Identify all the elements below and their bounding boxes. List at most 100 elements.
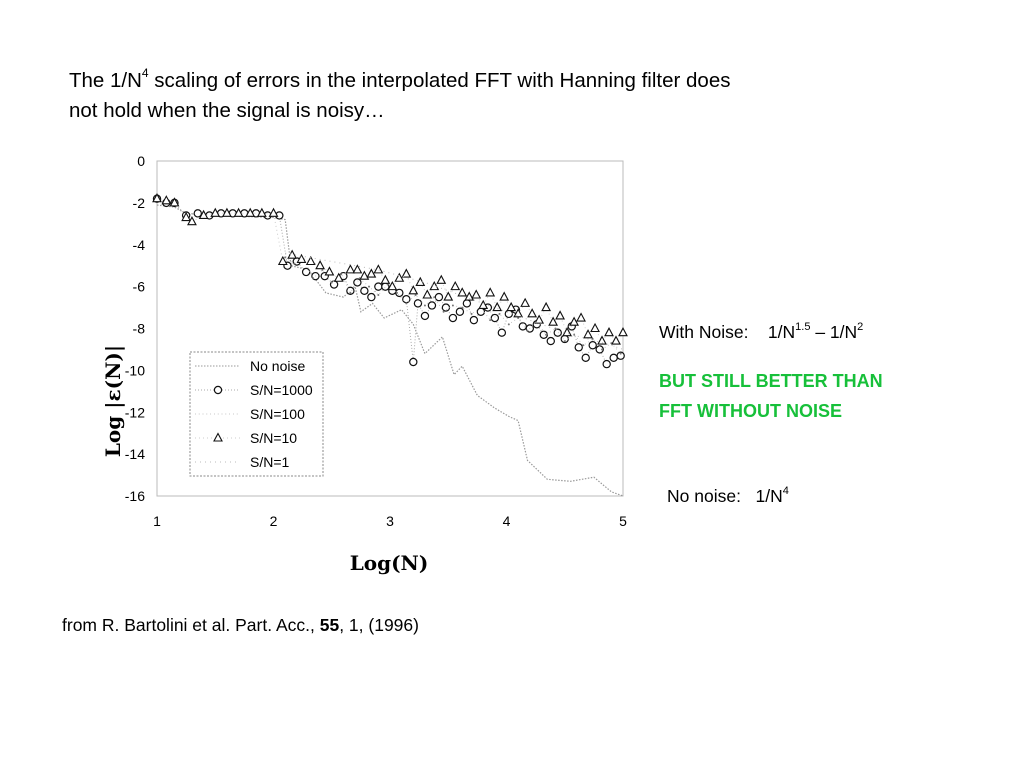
marker-triangle — [387, 280, 398, 291]
y-tick-label: -16 — [125, 488, 145, 504]
marker-dot — [489, 319, 492, 322]
series-line — [285, 252, 624, 350]
marker-triangle — [380, 274, 391, 284]
marker-triangle — [256, 207, 267, 217]
y-tick-label: -10 — [125, 362, 145, 378]
citation: from R. Bartolini et al. Part. Acc., 55,… — [62, 615, 419, 636]
legend-label: S/N=100 — [250, 406, 305, 422]
marker-circle — [602, 359, 611, 369]
marker-triangle — [443, 291, 454, 301]
marker-circle — [427, 301, 437, 310]
marker-triangle — [305, 255, 316, 266]
title-part1: The 1/N — [69, 69, 142, 92]
marker-triangle — [161, 195, 172, 205]
marker-dot — [433, 296, 436, 299]
marker-circle — [497, 328, 507, 337]
x-tick-label: 5 — [619, 513, 627, 529]
marker-triangle — [408, 285, 419, 295]
marker-dot — [293, 262, 296, 265]
x-tick-label: 1 — [153, 513, 161, 529]
error-scaling-plot: 0 -2 -4 -6 -8 -10 -12 -14 -16 1 2 3 4 5 Log |ε(N)| L… — [92, 146, 637, 582]
marker-triangle — [429, 280, 440, 291]
marker-triangle — [597, 335, 607, 345]
marker-triangle — [169, 197, 180, 207]
marker-triangle — [333, 272, 344, 282]
marker-triangle — [457, 287, 468, 297]
legend-label: S/N=1000 — [250, 382, 313, 398]
legend-label: S/N=1 — [250, 454, 290, 470]
with-noise-dash: – — [810, 322, 830, 342]
marker-triangle — [492, 301, 503, 312]
marker-triangle — [245, 207, 256, 217]
marker-dot — [442, 310, 445, 313]
marker-circle — [360, 286, 369, 296]
marker-triangle — [520, 297, 531, 307]
marker-dot — [349, 291, 352, 294]
marker-circle — [413, 299, 423, 308]
marker-dot — [321, 268, 324, 271]
marker-circle — [504, 309, 514, 319]
marker-triangle — [296, 253, 307, 263]
marker-triangle — [506, 301, 517, 312]
citation-volume: 55 — [319, 615, 340, 635]
marker-dot — [386, 283, 389, 286]
marker-circle — [441, 303, 451, 312]
marker-dot — [414, 294, 417, 296]
marker-circle — [193, 209, 202, 218]
marker-dot — [470, 312, 473, 315]
series-s-n-100 — [284, 256, 622, 355]
marker-circle — [462, 299, 472, 308]
marker-triangle — [513, 308, 524, 318]
marker-circle — [213, 385, 223, 395]
marker-triangle — [221, 207, 232, 217]
no-noise-sup: 4 — [782, 485, 789, 498]
title-superscript: 4 — [141, 66, 149, 81]
marker-triangle — [555, 310, 566, 320]
marker-dot — [451, 304, 454, 307]
marker-circle — [490, 313, 500, 323]
marker-triangle — [604, 327, 614, 337]
marker-triangle — [366, 268, 377, 278]
marker-dot — [312, 277, 315, 280]
marker-circle — [395, 288, 404, 298]
marker-triangle — [569, 316, 579, 326]
marker-circle — [546, 336, 555, 346]
series-layer — [152, 193, 628, 497]
marker-dot — [377, 294, 380, 296]
marker-dot — [526, 329, 529, 332]
marker-triangle — [233, 207, 244, 217]
legend-entry: S/N=1 — [195, 454, 290, 470]
marker-triangle — [401, 268, 412, 278]
y-tick-label: -8 — [133, 321, 146, 337]
marker-dot — [284, 256, 287, 259]
title-part2: scaling of errors in the interpolated FF… — [148, 69, 731, 92]
marker-dot — [330, 281, 333, 284]
y-axis-label: Log |ε(N)| — [101, 345, 125, 457]
marker-circle — [595, 345, 604, 354]
legend-entry: S/N=10 — [195, 430, 297, 446]
with-noise-label: With Noise: — [659, 322, 749, 342]
x-tick-label: 2 — [270, 513, 278, 529]
marker-dot — [591, 337, 594, 340]
x-tick-label: 4 — [503, 513, 511, 529]
marker-circle — [374, 282, 383, 291]
slide-title: The 1/N4 scaling of errors in the interp… — [69, 66, 869, 126]
with-noise-expr-b: 1/N — [829, 322, 858, 342]
y-tick-label: -12 — [125, 404, 145, 420]
citation-after: , 1, (1996) — [339, 615, 419, 635]
no-noise-label: No noise: — [667, 486, 741, 506]
marker-triangle — [345, 264, 356, 274]
marker-circle — [609, 353, 618, 363]
marker-dot — [368, 285, 371, 288]
marker-dot — [461, 306, 464, 309]
marker-dot — [517, 317, 520, 320]
marker-circle — [616, 351, 625, 360]
marker-triangle — [471, 289, 482, 299]
with-noise-sup-b: 2 — [857, 321, 864, 334]
marker-triangle — [583, 329, 593, 339]
marker-triangle — [618, 327, 628, 337]
marker-circle — [539, 330, 548, 339]
y-tick-label: -14 — [125, 446, 145, 462]
marker-triangle — [315, 260, 326, 270]
legend-entry: S/N=100 — [195, 406, 305, 422]
